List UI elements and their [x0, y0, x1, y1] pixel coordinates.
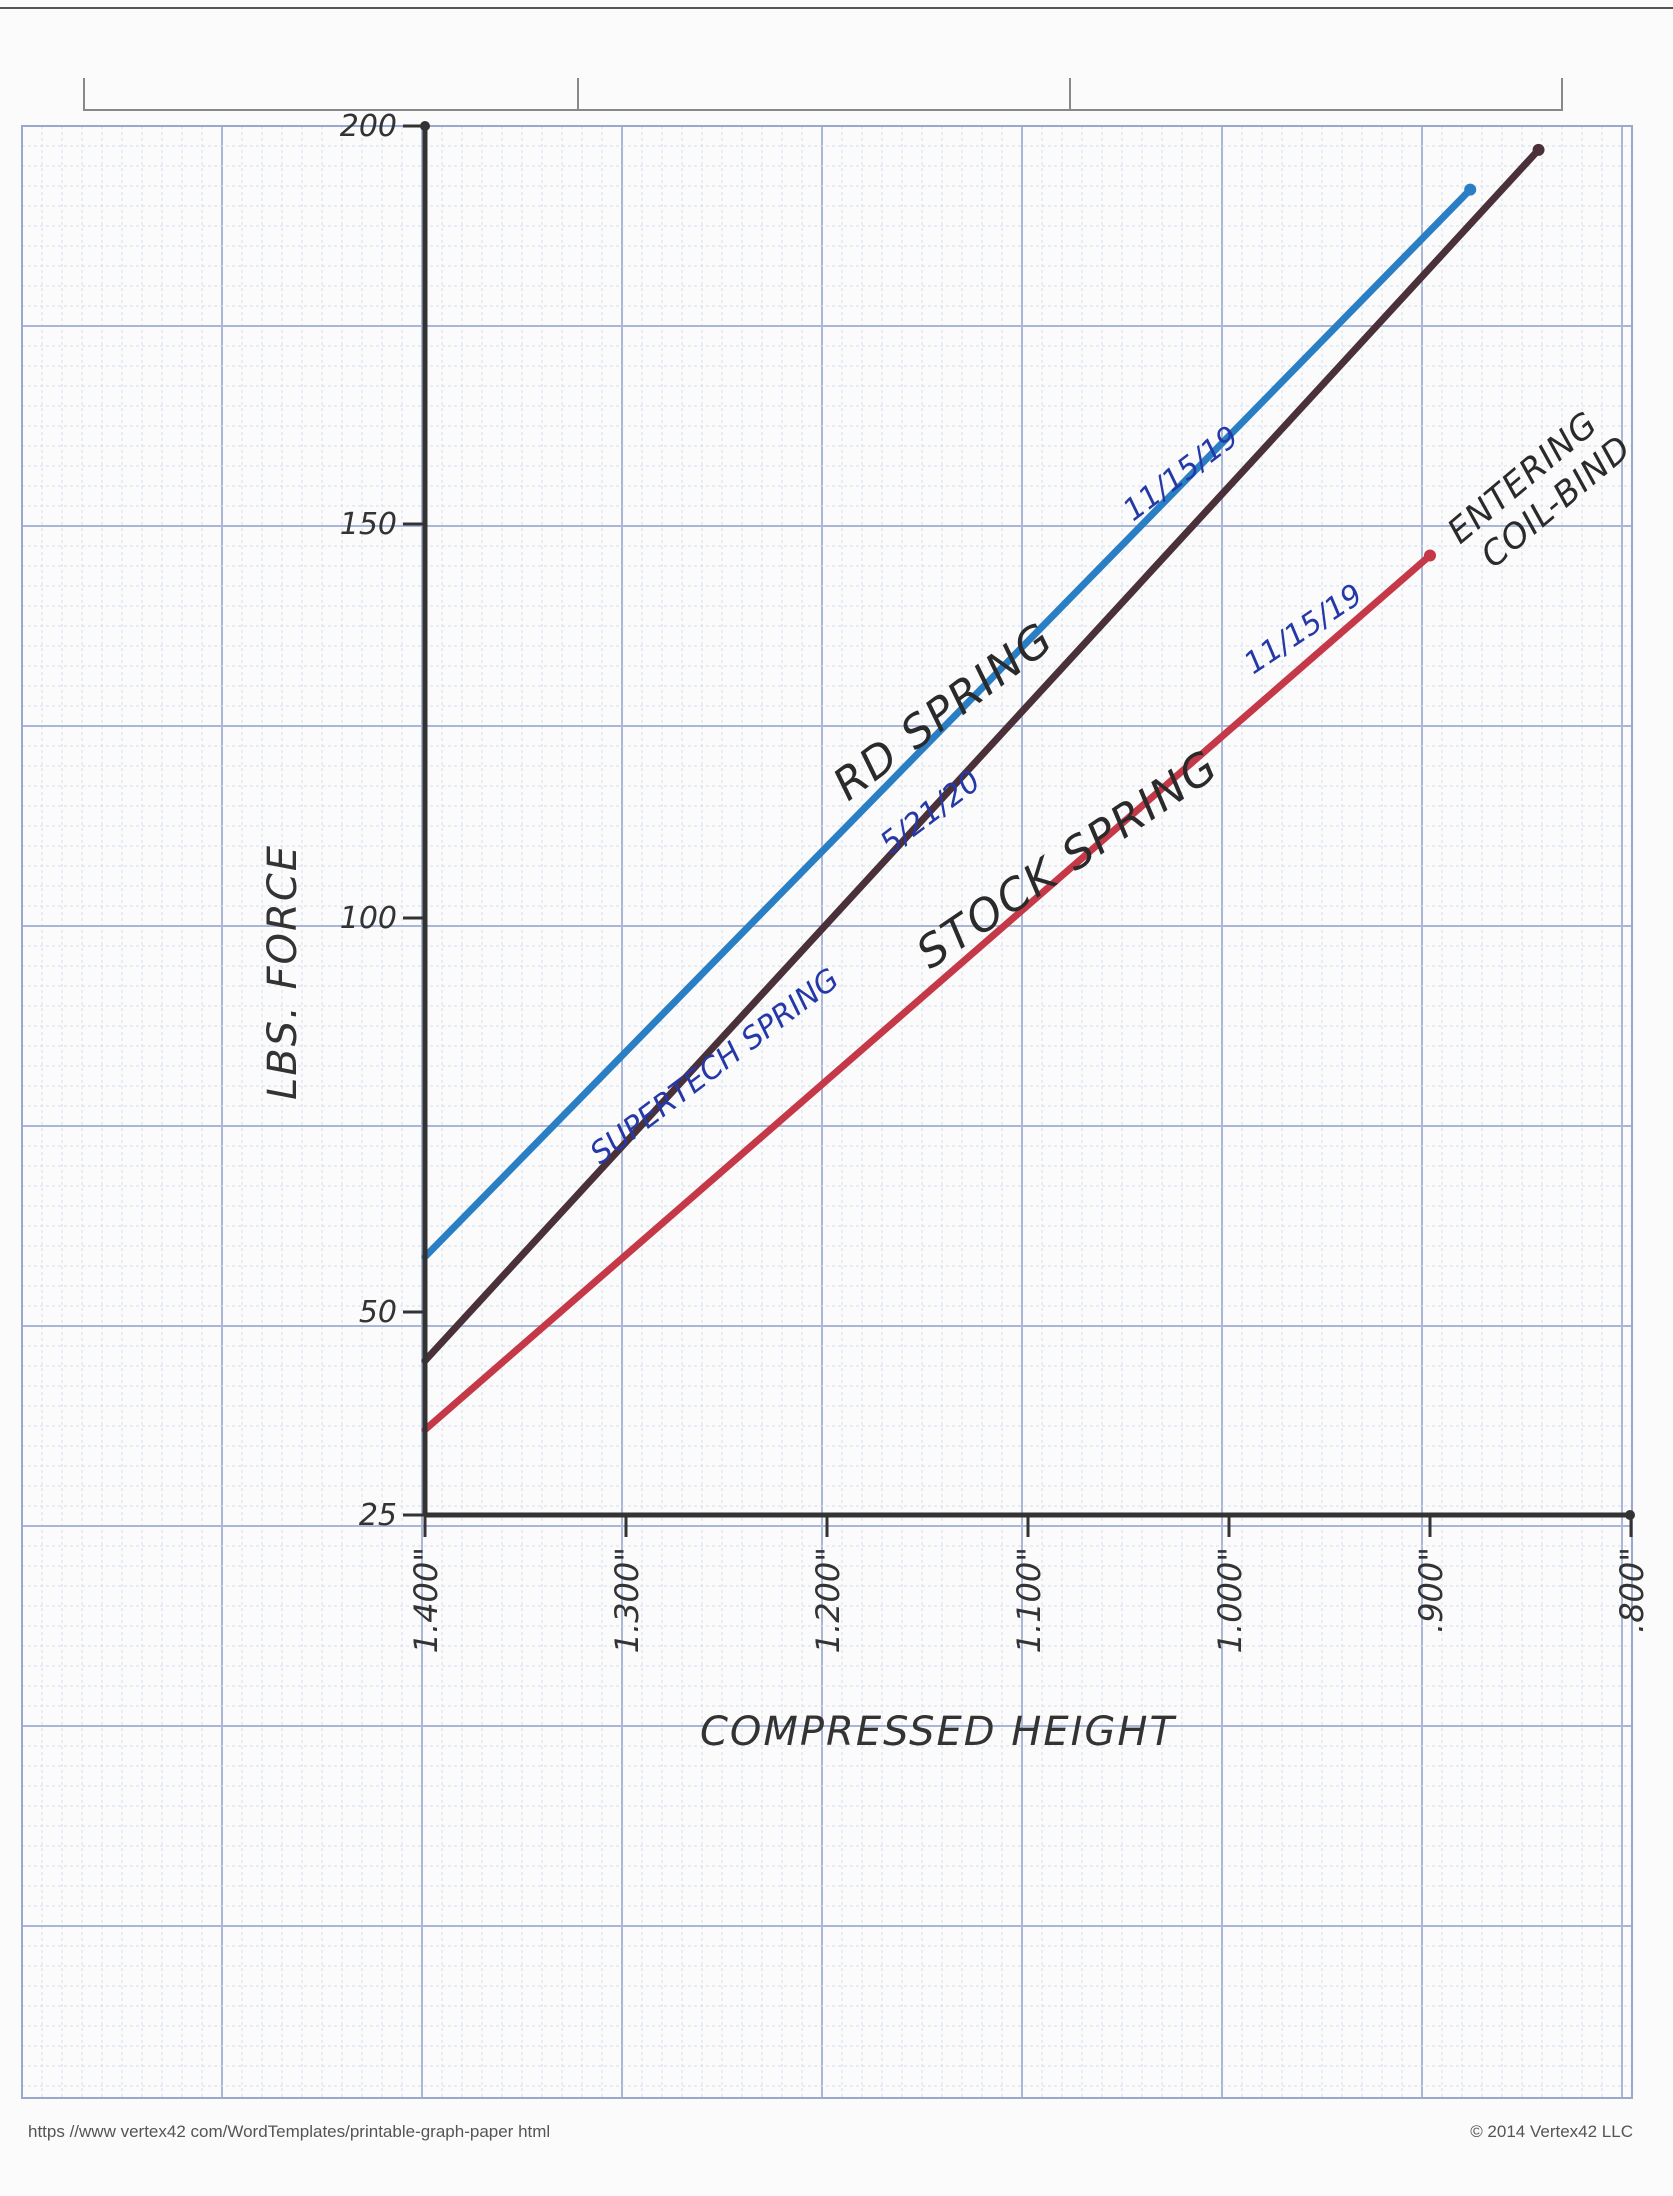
x-tick-label: 1.200" — [809, 1547, 847, 1653]
x-axis-title: COMPRESSED HEIGHT — [700, 1709, 1177, 1755]
x-tick-label: .800" — [1613, 1547, 1651, 1633]
series-endpoint-3 — [1424, 549, 1436, 562]
footer-copyright: © 2014 Vertex42 LLC — [1470, 2122, 1633, 2141]
annotation-supertech-spring-label: SUPERTECH SPRING — [584, 962, 846, 1172]
x-tick-label: 1.000" — [1211, 1547, 1249, 1653]
x-tick-label: 1.300" — [608, 1547, 646, 1653]
y-axis-title: LBS. FORCE — [260, 844, 306, 1100]
x-tick-label: 1.100" — [1010, 1547, 1048, 1653]
x-tick-label: 1.400" — [407, 1547, 445, 1653]
top-bracket — [83, 78, 1563, 111]
series-endpoint-1 — [1464, 183, 1477, 196]
y-tick-label: 50 — [359, 1295, 397, 1330]
y-tick-label: 25 — [359, 1498, 397, 1533]
series-layer — [421, 143, 1545, 1434]
y-tick-label: 150 — [340, 507, 397, 542]
series-line-2 — [421, 146, 1543, 1365]
series-line-3 — [421, 552, 1434, 1434]
grid-border — [21, 125, 1633, 2099]
graph-paper-grid — [21, 125, 1633, 2099]
annotation-rd-spring-date: 11/15/19 — [1117, 419, 1246, 528]
y-tick-label: 100 — [340, 901, 397, 936]
annotation-coil-bind-label: ENTERINGCOIL-BIND — [1440, 397, 1639, 582]
annotation-rd-spring-date-label: 11/15/19 — [1117, 419, 1246, 528]
series-line-1 — [421, 186, 1474, 1261]
footer-url: https //www vertex42 com/WordTemplates/p… — [28, 2122, 551, 2141]
x-tick-label: .900" — [1412, 1547, 1450, 1633]
annotation-supertech-spring: SUPERTECH SPRING — [584, 962, 846, 1172]
x-axis-ticks: 1.400" 1.300" 1.200" 1.100" 1.000" .900" .800" — [407, 1515, 1651, 1653]
series-endpoint-2 — [1532, 143, 1545, 156]
y-axis-ticks: 200 150 100 50 25 — [340, 109, 425, 1533]
y-tick-label: 200 — [340, 109, 397, 144]
annotation-coil-bind: ENTERINGCOIL-BIND — [1440, 397, 1639, 582]
